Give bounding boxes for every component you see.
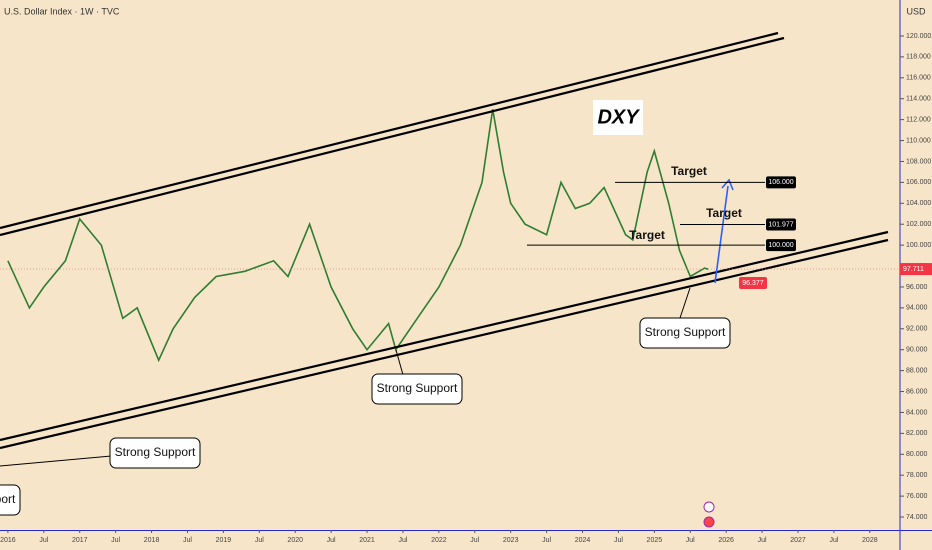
event-icon[interactable] (703, 516, 715, 528)
x-tick-label: Jul (183, 537, 192, 544)
y-tick-label: 102.000 (906, 221, 931, 228)
x-tick-label: 2020 (287, 537, 303, 544)
y-tick-label: 106.000 (906, 179, 931, 186)
currency-label: USD (906, 6, 926, 16)
x-tick-label: 2025 (647, 537, 663, 544)
plot (7, 109, 709, 363)
x-tick-label: 2028 (862, 537, 878, 544)
y-tick-label: 104.000 (906, 200, 931, 207)
y-tick-label: 114.000 (906, 96, 931, 103)
y-tick-label: 80.000 (906, 451, 928, 458)
channel-lines (0, 31, 889, 450)
y-tick-label: 88.000 (906, 367, 928, 374)
price-line (7, 109, 709, 363)
callout-box (371, 373, 463, 405)
target-label: Target (671, 164, 707, 178)
x-tick-label: Jul (614, 537, 623, 544)
level-label: 100.000 (768, 242, 793, 249)
x-tick-label: Jul (829, 537, 838, 544)
y-tick-label: 90.000 (906, 347, 928, 354)
y-tick-label: 78.000 (906, 472, 928, 479)
y-tick-label: 82.000 (906, 430, 928, 437)
x-tick-label: 2026 (718, 537, 734, 544)
level-box (766, 176, 796, 189)
callout-box (109, 437, 201, 469)
x-tick-label: Jul (686, 537, 695, 544)
x-tick-label: 2019 (216, 537, 232, 544)
callout-box (0, 484, 21, 516)
level-box (766, 239, 796, 252)
y-tick-label: 100.000 (906, 242, 931, 249)
callout-box (639, 317, 731, 349)
x-tick-label: Jul (398, 537, 407, 544)
y-tick-label: 112.000 (906, 116, 931, 123)
x-tick-label: 2017 (72, 537, 88, 544)
x-tick-label: 2024 (575, 537, 591, 544)
level-label: 106.000 (768, 179, 793, 186)
y-tick-label: 94.000 (906, 305, 928, 312)
low-label: 96.377 (742, 280, 764, 287)
x-tick-label: Jul (111, 537, 120, 544)
event-icon[interactable] (703, 501, 715, 513)
dxy-label: DXY (597, 106, 640, 128)
x-tick-label: 2021 (359, 537, 375, 544)
level-label: 101.977 (768, 221, 793, 228)
channel-lower (0, 230, 889, 442)
y-tick-label: 96.000 (906, 284, 928, 291)
x-tick-label: 2027 (790, 537, 806, 544)
y-tick-label: 120.000 (906, 33, 931, 40)
x-tick-label: Jul (470, 537, 479, 544)
low-box (739, 277, 767, 290)
callout-label: Strong Support (377, 381, 458, 395)
x-tick-label: 2018 (144, 537, 160, 544)
chart-title: U.S. Dollar Index · 1W · TVC (4, 6, 120, 16)
last-price-label: 97.711 (903, 266, 924, 273)
x-tick-label: Jul (542, 537, 551, 544)
projection-arrow (714, 185, 729, 284)
x-tick-label: 2016 (0, 537, 16, 544)
channel-upper (0, 36, 785, 237)
y-tick-label: 74.000 (906, 514, 928, 521)
y-tick-label: 110.000 (906, 137, 931, 144)
x-tick-label: Jul (327, 537, 336, 544)
arrow-head (721, 178, 734, 191)
callout-label: Strong Support (0, 492, 16, 506)
y-tick-label: 84.000 (906, 409, 928, 416)
y-tick-label: 108.000 (906, 158, 931, 165)
time-axis-panel (0, 530, 900, 550)
dxy-box (593, 100, 643, 135)
channel-upper (0, 31, 779, 230)
y-tick-label: 86.000 (906, 388, 928, 395)
last-price-box (900, 263, 932, 276)
target-label: Target (629, 228, 665, 242)
x-tick-label: 2022 (431, 537, 447, 544)
y-tick-label: 92.000 (906, 326, 928, 333)
x-tick-label: Jul (255, 537, 264, 544)
y-tick-label: 76.000 (906, 493, 928, 500)
x-tick-label: Jul (758, 537, 767, 544)
channel-lower (0, 238, 889, 450)
y-tick-label: 118.000 (906, 54, 931, 61)
level-box (766, 218, 796, 231)
x-tick-label: 2023 (503, 537, 519, 544)
callout-label: Strong Support (115, 445, 196, 459)
callout-label: Strong Support (645, 325, 726, 339)
y-tick-label: 116.000 (906, 75, 931, 82)
target-label: Target (706, 206, 742, 220)
x-tick-label: Jul (39, 537, 48, 544)
